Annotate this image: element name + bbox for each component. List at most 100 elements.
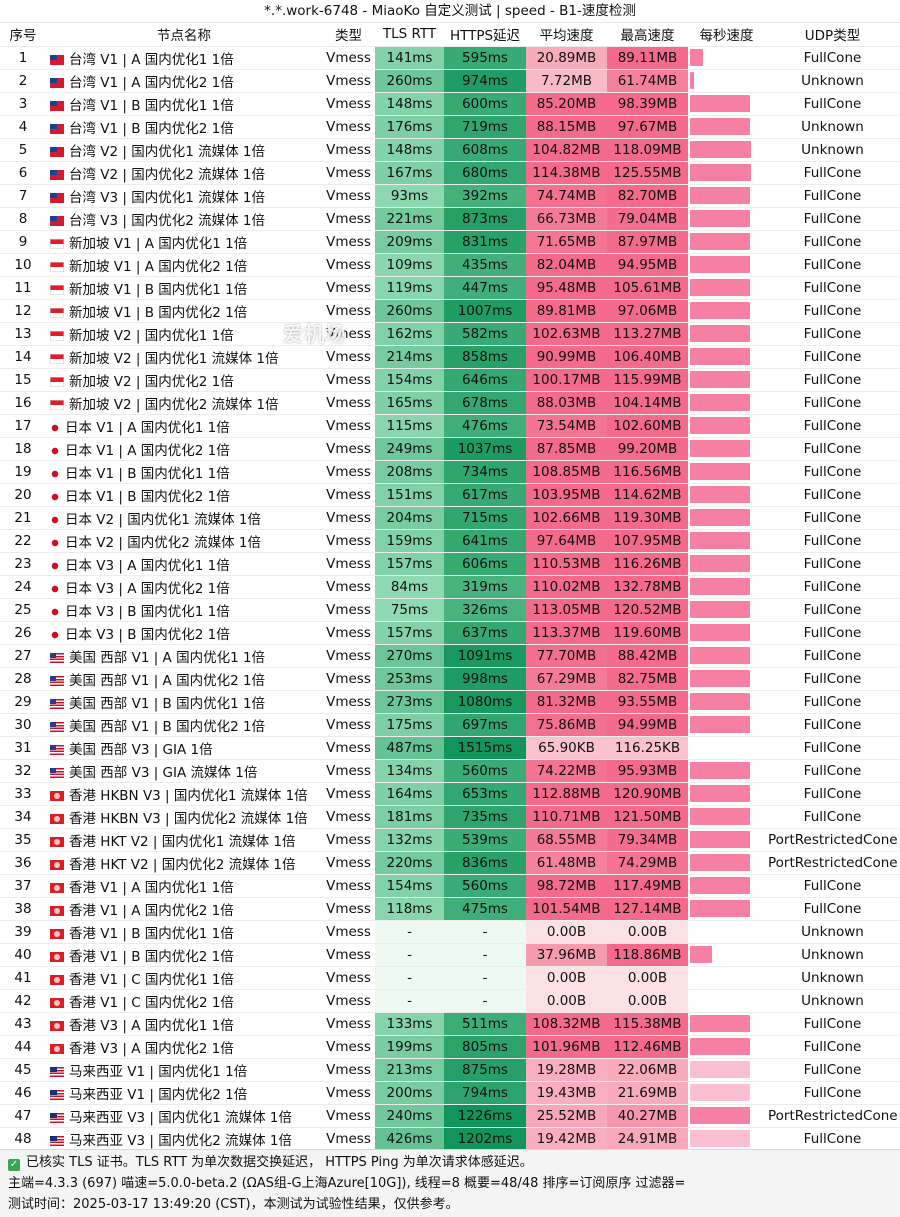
row-index: 15 (0, 368, 46, 392)
avg-speed: 113.05MB (526, 598, 607, 622)
node-name-text: 台湾 V1 | B 国内优化1 1倍 (69, 97, 234, 114)
max-speed: 116.25KB (607, 736, 688, 760)
flag-jp-icon (50, 445, 60, 456)
node-name: 新加坡 V1 | A 国内优化2 1倍 (46, 253, 322, 277)
node-name: 香港 V1 | A 国内优化2 1倍 (46, 897, 322, 921)
node-type: Vmess (322, 851, 375, 875)
avg-speed: 88.03MB (526, 391, 607, 415)
max-speed: 98.39MB (607, 92, 688, 116)
avg-speed: 61.48MB (526, 851, 607, 875)
speed-sparkline (690, 509, 750, 526)
udp-type: FullCone (765, 437, 900, 461)
node-type: Vmess (322, 69, 375, 93)
tls-rtt: 208ms (375, 460, 444, 484)
https-latency: - (444, 989, 526, 1013)
node-name-text: 台湾 V1 | B 国内优化2 1倍 (69, 120, 234, 137)
flag-us-icon (50, 767, 64, 778)
col-header-https: HTTPS延迟 (444, 23, 526, 47)
avg-speed: 95.48MB (526, 276, 607, 300)
node-name: 美国 西部 V1 | B 国内优化2 1倍 (46, 713, 322, 737)
flag-sg-icon (50, 330, 64, 341)
node-name-text: 台湾 V3 | 国内优化1 流媒体 1倍 (69, 189, 266, 206)
tls-rtt: 133ms (375, 1012, 444, 1036)
speed-sparkline (690, 279, 750, 296)
tls-rtt: 154ms (375, 368, 444, 392)
node-name-text: 香港 HKT V2 | 国内优化1 流媒体 1倍 (69, 833, 296, 850)
per-second-chart (688, 989, 765, 1013)
per-second-chart (688, 644, 765, 668)
tls-rtt: 118ms (375, 897, 444, 921)
avg-speed: 75.86MB (526, 713, 607, 737)
max-speed: 115.38MB (607, 1012, 688, 1036)
tls-rtt: 175ms (375, 713, 444, 737)
https-latency: 715ms (444, 506, 526, 530)
flag-hk-icon (50, 905, 64, 916)
flag-jp-icon (50, 606, 60, 617)
max-speed: 79.04MB (607, 207, 688, 231)
node-type: Vmess (322, 805, 375, 829)
https-latency: 858ms (444, 345, 526, 369)
speed-sparkline (690, 371, 750, 388)
tls-rtt: 109ms (375, 253, 444, 277)
speed-sparkline (690, 1038, 750, 1055)
tls-rtt: 260ms (375, 69, 444, 93)
tls-rtt: 75ms (375, 598, 444, 622)
row-index: 27 (0, 644, 46, 668)
avg-speed: 102.66MB (526, 506, 607, 530)
avg-speed: 0.00B (526, 920, 607, 944)
https-latency: 392ms (444, 184, 526, 208)
max-speed: 120.52MB (607, 598, 688, 622)
avg-speed: 85.20MB (526, 92, 607, 116)
table-row: 23 日本 V3 | A 国内优化1 1倍 Vmess 157ms 606ms 110.5… (0, 552, 900, 576)
https-latency: 680ms (444, 161, 526, 185)
node-type: Vmess (322, 414, 375, 438)
flag-hk-icon (50, 1020, 64, 1031)
avg-speed: 110.71MB (526, 805, 607, 829)
table-row: 16 新加坡 V2 | 国内优化2 流媒体 1倍 Vmess 165ms 678ms 88… (0, 391, 900, 415)
tls-rtt: 426ms (375, 1127, 444, 1151)
node-name-text: 日本 V1 | B 国内优化2 1倍 (65, 488, 230, 505)
udp-type: FullCone (765, 345, 900, 369)
per-second-chart (688, 184, 765, 208)
table-row: 2 台湾 V1 | A 国内优化2 1倍 Vmess 260ms 974ms 7.72MB… (0, 69, 900, 93)
per-second-chart (688, 483, 765, 507)
row-index: 16 (0, 391, 46, 415)
col-header-type: 类型 (322, 23, 375, 47)
udp-type: Unknown (765, 989, 900, 1013)
tls-rtt: 93ms (375, 184, 444, 208)
per-second-chart (688, 552, 765, 576)
tls-rtt: 213ms (375, 1058, 444, 1082)
per-second-chart (688, 115, 765, 139)
speed-sparkline (690, 394, 750, 411)
udp-type: FullCone (765, 184, 900, 208)
node-name-text: 香港 HKT V2 | 国内优化2 流媒体 1倍 (69, 856, 296, 873)
node-type: Vmess (322, 115, 375, 139)
per-second-chart (688, 782, 765, 806)
udp-type: FullCone (765, 713, 900, 737)
table-row: 47 马来西亚 V3 | 国内优化1 流媒体 1倍 Vmess 240ms 1226ms… (0, 1104, 900, 1128)
per-second-chart (688, 575, 765, 599)
speed-sparkline (690, 348, 750, 365)
node-name-text: 台湾 V2 | 国内优化1 流媒体 1倍 (69, 143, 266, 160)
speed-sparkline (690, 440, 750, 457)
per-second-chart (688, 161, 765, 185)
node-type: Vmess (322, 138, 375, 162)
flag-us-icon (50, 744, 64, 755)
speed-sparkline (690, 72, 695, 89)
flag-us-icon (50, 675, 64, 686)
per-second-chart (688, 920, 765, 944)
https-latency: 1515ms (444, 736, 526, 760)
flag-us-icon (50, 652, 64, 663)
udp-type: FullCone (765, 483, 900, 507)
avg-speed: 19.42MB (526, 1127, 607, 1151)
node-name: 香港 V1 | B 国内优化2 1倍 (46, 943, 322, 967)
table-row: 45 马来西亚 V1 | 国内优化1 1倍 Vmess 213ms 875ms 19.28… (0, 1058, 900, 1082)
per-second-chart (688, 437, 765, 461)
node-name-text: 日本 V1 | B 国内优化1 1倍 (65, 465, 230, 482)
speed-sparkline (690, 946, 712, 963)
row-index: 3 (0, 92, 46, 116)
udp-type: FullCone (765, 805, 900, 829)
max-speed: 121.50MB (607, 805, 688, 829)
node-name: 美国 西部 V1 | A 国内优化2 1倍 (46, 667, 322, 691)
table-row: 29 美国 西部 V1 | B 国内优化1 1倍 Vmess 273ms 1080ms 8… (0, 690, 900, 714)
